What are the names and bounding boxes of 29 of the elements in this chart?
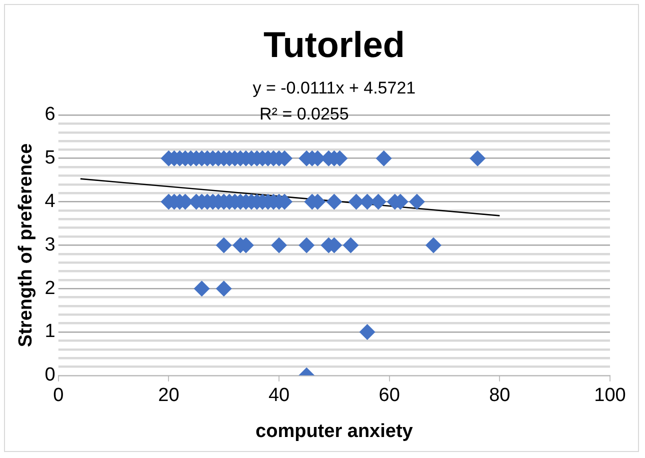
point <box>216 237 232 254</box>
y-tick-label: 6 <box>44 104 56 126</box>
y-tick-label: 5 <box>44 148 56 169</box>
y-tick-label: 3 <box>44 234 56 256</box>
x-tick-label: 60 <box>378 385 400 406</box>
x-tick-label: 80 <box>489 385 510 406</box>
point <box>376 150 392 166</box>
annotation: R² = 0.0255 <box>260 104 349 124</box>
chart-title: Tutorled <box>264 24 405 65</box>
point <box>470 150 486 166</box>
point <box>298 237 315 254</box>
point <box>194 280 210 297</box>
y-tick-label: 4 <box>44 191 56 212</box>
y-tick-label: 2 <box>44 278 56 299</box>
point <box>408 194 425 210</box>
point <box>271 237 288 254</box>
x-tick-label: 100 <box>594 385 626 406</box>
y-tick-label: 0 <box>44 364 56 386</box>
y-tick-label: 1 <box>44 321 56 342</box>
x-axis-title: computer anxiety <box>256 420 414 442</box>
point <box>216 280 232 297</box>
point <box>342 237 359 254</box>
x-tick-label: 40 <box>268 385 290 406</box>
x-tick-label: 20 <box>158 385 180 406</box>
point <box>326 194 342 210</box>
text: y = -0.0111x + 4.5721 <box>252 78 416 98</box>
point <box>359 324 376 340</box>
y-axis-title: Strength of preference <box>16 143 37 348</box>
point <box>425 237 442 254</box>
